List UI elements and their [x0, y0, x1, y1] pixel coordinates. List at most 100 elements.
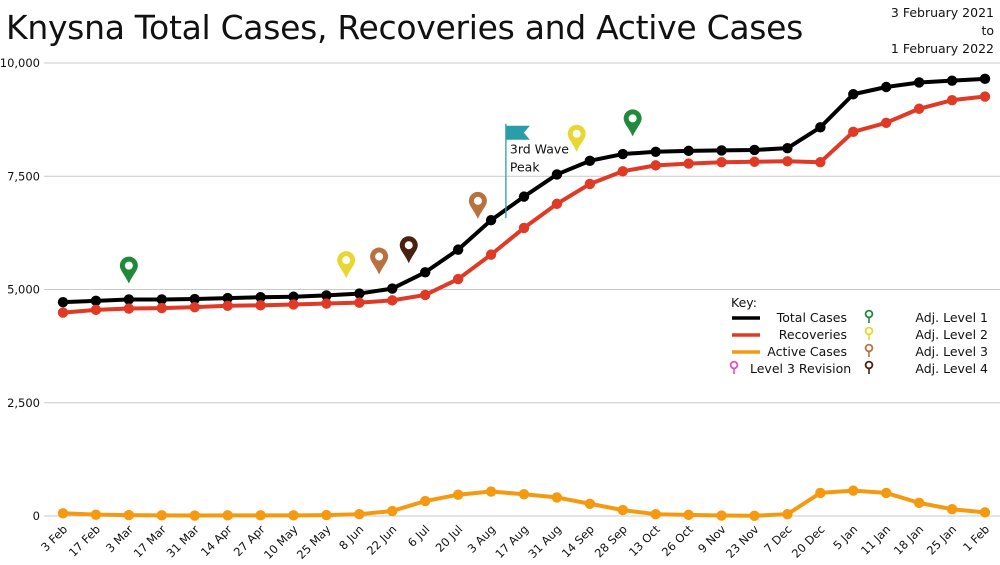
pin-hole: [628, 114, 637, 123]
x-tick-label: 20 Dec: [789, 522, 828, 561]
legend-level-label: Adj. Level 3: [915, 344, 988, 359]
legend-level-3-pin-icon: [864, 343, 874, 357]
data-point: [387, 505, 398, 517]
data-point: [650, 146, 661, 157]
legend-revision-label: Level 3 Revision: [750, 361, 851, 376]
data-point: [617, 166, 628, 177]
data-point: [518, 222, 530, 234]
data-point: [683, 158, 694, 169]
data-point: [387, 295, 398, 306]
data-point: [90, 304, 102, 316]
data-point: [881, 81, 892, 93]
pin-head: [729, 360, 739, 370]
data-point: [255, 300, 266, 311]
data-point: [584, 498, 596, 509]
data-point: [156, 510, 167, 521]
x-tick-label: 14 Sep: [559, 522, 597, 560]
pin-marker-level-1-icon: [623, 109, 642, 137]
annotation-label-line1: 3rd Wave: [510, 142, 569, 157]
data-point: [518, 191, 530, 202]
pin-body: [567, 124, 586, 152]
x-tick-label: 25 Jan: [924, 522, 959, 557]
date-range-end: 1 February 2022: [890, 41, 994, 56]
pin-marker-level-2-icon: [337, 251, 356, 279]
pin-marker-level-1-icon: [119, 256, 138, 284]
data-point: [288, 510, 299, 521]
data-point: [913, 103, 925, 114]
legend-level-1-pin-icon: [864, 309, 874, 323]
legend-item-label: Active Cases: [767, 344, 847, 359]
data-point: [57, 307, 69, 318]
y-tick-label: 2,500: [7, 396, 40, 410]
data-point: [815, 122, 826, 133]
x-tick-label: 5 Jan: [830, 522, 860, 552]
pin-hole: [375, 252, 384, 261]
x-tick-label: 11 Jan: [858, 522, 893, 557]
x-tick-label: 8 Jun: [336, 522, 366, 552]
legend-level-label: Adj. Level 4: [915, 361, 988, 376]
data-point: [683, 145, 694, 157]
x-tick-label: 26 Oct: [659, 522, 696, 559]
data-point: [979, 73, 991, 85]
data-point: [815, 487, 826, 499]
grid: [44, 62, 1000, 517]
data-point: [551, 169, 563, 180]
data-point: [222, 300, 233, 312]
pin-head: [864, 326, 874, 336]
data-point: [321, 298, 332, 309]
data-point: [123, 509, 135, 521]
data-point: [485, 249, 497, 260]
data-point: [288, 291, 299, 302]
data-point: [255, 510, 266, 521]
legend-revision-pin-icon: [729, 360, 739, 374]
x-tick-label: 14 Apr: [198, 522, 235, 559]
data-point: [123, 294, 135, 305]
pin-marker-level-3-icon: [468, 191, 487, 219]
y-tick-label: 0: [33, 509, 40, 523]
data-point: [584, 155, 596, 167]
data-point: [288, 299, 299, 310]
pin-body: [337, 251, 356, 279]
x-tick-label: 17 Aug: [492, 522, 531, 561]
data-point: [387, 283, 398, 294]
data-point: [946, 75, 958, 86]
pin-head: [864, 343, 874, 353]
data-point: [716, 157, 727, 168]
y-axis-ticks: 0 2,500 5,000 7,500 10,000: [0, 56, 40, 523]
data-point: [650, 508, 661, 520]
data-point: [222, 292, 233, 304]
data-point: [749, 144, 760, 156]
data-point: [782, 508, 793, 520]
flag-icon: [505, 125, 530, 140]
data-point: [321, 509, 332, 521]
data-point: [913, 77, 925, 88]
y-tick-label: 5,000: [7, 283, 40, 297]
data-point: [485, 486, 497, 497]
legend-level-4-pin-icon: [864, 360, 874, 374]
data-point: [354, 288, 365, 299]
x-tick-label: 31 Aug: [525, 522, 564, 561]
data-point: [716, 145, 727, 156]
data-point: [979, 507, 991, 518]
data-point: [189, 510, 200, 521]
data-point: [913, 497, 925, 509]
data-point: [321, 290, 332, 301]
data-point: [881, 117, 892, 128]
pin-hole: [572, 129, 581, 138]
x-tick-label: 1 Feb: [960, 522, 992, 554]
data-point: [123, 303, 135, 314]
data-point: [156, 302, 167, 314]
pin-hole: [404, 241, 413, 250]
legend-item-label: Total Cases: [776, 310, 847, 325]
data-point: [156, 294, 167, 305]
data-point: [452, 489, 464, 500]
data-point: [782, 156, 793, 167]
legend: Key: Total Cases Recoveries Active Cases Lev…: [729, 295, 988, 376]
x-tick-label: 25 May: [294, 522, 334, 562]
y-tick-label: 10,000: [0, 56, 40, 70]
data-point: [881, 487, 892, 499]
data-point: [617, 148, 628, 160]
data-point: [57, 508, 69, 519]
